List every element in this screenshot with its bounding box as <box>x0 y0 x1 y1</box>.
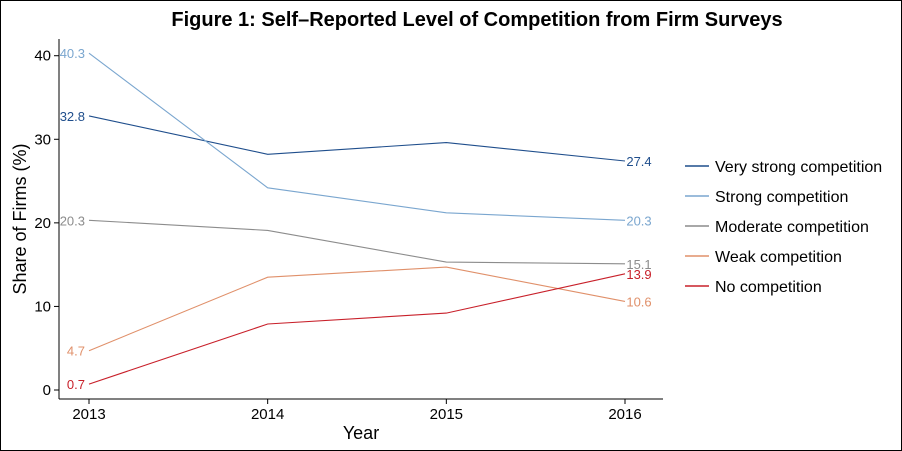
data-label: 0.7 <box>67 377 85 392</box>
data-label: 27.4 <box>626 154 651 169</box>
series-layer <box>88 52 626 385</box>
data-label: 20.3 <box>60 213 85 228</box>
x-axis-title: Year <box>343 423 379 443</box>
data-label: 10.6 <box>626 294 651 309</box>
legend-label: Strong competition <box>715 189 848 206</box>
x-tick-label: 2014 <box>251 406 284 423</box>
series-line <box>88 52 626 221</box>
series-line <box>88 273 626 385</box>
legend: Very strong competition Strong competitio… <box>685 159 882 296</box>
data-label: 32.8 <box>60 109 85 124</box>
data-label: 13.9 <box>626 267 651 282</box>
legend-label: Weak competition <box>715 249 842 266</box>
x-tick-label: 2016 <box>608 406 641 423</box>
x-tick-label: 2015 <box>430 406 463 423</box>
series-line <box>88 266 626 352</box>
y-tick-label: 30 <box>34 131 51 148</box>
y-axis-title: Share of Firms (%) <box>10 143 30 294</box>
data-label: 4.7 <box>67 344 85 359</box>
chart-title: Figure 1: Self–Reported Level of Competi… <box>171 9 782 31</box>
y-tick-label: 10 <box>34 298 51 315</box>
legend-label: No competition <box>715 279 822 296</box>
data-labels: 32.8 27.4 40.3 20.3 20.3 15.1 4.7 10.6 0.7 13.9 <box>60 46 652 392</box>
legend-label: Very strong competition <box>715 159 882 176</box>
x-tick-label: 2013 <box>72 406 105 423</box>
legend-label: Moderate competition <box>715 219 869 236</box>
axes: 0 10 20 30 40 2013 2014 2015 2016 <box>34 39 663 423</box>
data-label: 40.3 <box>60 46 85 61</box>
y-tick-label: 20 <box>34 215 51 232</box>
data-label: 15.1 <box>626 257 651 272</box>
y-tick-label: 40 <box>34 48 51 65</box>
series-line <box>88 115 626 162</box>
data-label: 20.3 <box>626 213 651 228</box>
series-line <box>88 219 626 265</box>
y-tick-label: 0 <box>43 382 51 399</box>
